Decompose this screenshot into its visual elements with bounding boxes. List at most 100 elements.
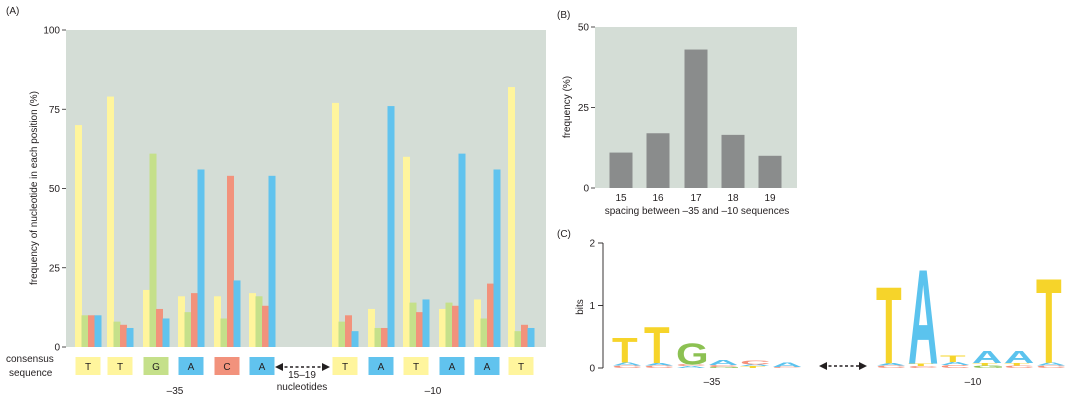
logo-letter-T: T xyxy=(644,317,670,375)
consensus-base: C xyxy=(223,362,230,373)
logo-letter-G: G xyxy=(972,365,1005,369)
panel-a-y-axis: 0 25 50 75 100 xyxy=(43,26,66,354)
panel-c-label: (C) xyxy=(557,229,571,240)
spacing-bar-19 xyxy=(758,155,782,188)
consensus-base: T xyxy=(117,362,123,373)
logo-letter-A: A xyxy=(940,361,970,366)
panel-c-y-axis: 0 1 2 xyxy=(589,239,604,375)
bar-pos2-C xyxy=(120,324,127,347)
bar-pos5-T xyxy=(214,296,221,347)
spacer-label-line2: nucleotides xyxy=(277,382,328,393)
bar-pos11-C xyxy=(487,283,494,347)
x-tick-label: 16 xyxy=(652,193,664,204)
y-tick-label: 0 xyxy=(54,343,60,354)
minus35-label-c: –35 xyxy=(704,377,721,388)
bar-pos7-C xyxy=(345,315,352,347)
bar-pos12-G xyxy=(514,331,522,347)
consensus-base: A xyxy=(378,362,385,373)
bar-pos4-T xyxy=(178,296,185,347)
consensus-box xyxy=(508,357,534,375)
logo-letter-A: A xyxy=(908,242,938,393)
y-tick-label: 75 xyxy=(49,105,61,116)
bar-pos8-T xyxy=(368,308,375,347)
consensus-base: T xyxy=(518,362,524,373)
bar-pos10-T xyxy=(439,308,446,347)
logo-letter-A: A xyxy=(612,362,642,367)
consensus-box xyxy=(214,357,240,375)
panel-a-y-axis-label: frequency of nucleotide in each position… xyxy=(29,91,40,285)
bar-pos1-C xyxy=(88,315,95,347)
spacing-bar-17 xyxy=(684,49,708,188)
consensus-box xyxy=(403,357,429,375)
consensus-box xyxy=(178,357,204,375)
panel-b-x-ticks: 15 16 17 18 19 xyxy=(615,193,776,204)
consensus-base: T xyxy=(85,362,91,373)
consensus-base: T xyxy=(413,362,419,373)
bar-pos3-C xyxy=(156,308,163,347)
bar-pos4-A xyxy=(197,169,205,347)
bar-pos11-T xyxy=(474,299,481,347)
logo-letter-C: C xyxy=(644,365,674,369)
panel-b-x-axis-label: spacing between –35 and –10 sequences xyxy=(605,206,790,217)
logo-letter-A: A xyxy=(972,347,1002,367)
spacer-label-line1: 15–19 xyxy=(288,370,316,381)
consensus-base: G xyxy=(152,362,160,373)
bar-pos3-A xyxy=(162,318,170,347)
bar-pos5-G xyxy=(220,318,228,347)
logo-letter-T: T xyxy=(612,332,638,371)
panel-b-y-axis: 0 25 50 xyxy=(578,23,595,195)
consensus-box xyxy=(107,357,133,375)
bar-pos4-G xyxy=(184,312,192,347)
y-tick-label: 25 xyxy=(49,263,61,274)
logo-letter-T: T xyxy=(972,362,998,366)
logo-letter-C: C xyxy=(676,364,706,367)
y-tick-label: 0 xyxy=(589,364,595,375)
bar-pos7-T xyxy=(332,102,339,347)
logo-spacer-arrow xyxy=(819,362,867,370)
logo-letter-G: G xyxy=(676,337,709,371)
y-tick-label: 1 xyxy=(589,301,595,312)
spacing-bar-15 xyxy=(609,152,633,188)
logo-letter-T: T xyxy=(940,354,966,364)
logo-letter-A: A xyxy=(740,364,770,367)
bar-pos5-C xyxy=(227,175,234,347)
logo-letter-T: T xyxy=(908,363,934,367)
logo-letter-C: C xyxy=(876,365,906,369)
bar-pos2-G xyxy=(113,321,121,347)
bar-pos9-C xyxy=(416,312,423,347)
logo-letter-C: C xyxy=(940,364,970,369)
consensus-box xyxy=(75,357,101,375)
bar-pos5-A xyxy=(233,280,241,347)
consensus-base: A xyxy=(259,362,266,373)
consensus-box xyxy=(332,357,358,375)
bar-pos1-A xyxy=(94,315,102,347)
y-tick-label: 50 xyxy=(578,23,590,34)
y-tick-label: 2 xyxy=(589,239,595,250)
logo-letter-C: C xyxy=(740,360,770,366)
logo-letter-C: C xyxy=(708,364,738,367)
consensus-label-line1: consensus xyxy=(6,354,54,365)
bar-pos9-G xyxy=(409,302,417,347)
bar-pos2-T xyxy=(107,96,114,347)
bar-pos9-T xyxy=(403,156,410,347)
bar-pos10-A xyxy=(458,153,466,347)
x-tick-label: 17 xyxy=(690,193,702,204)
panel-b-label: (B) xyxy=(557,10,570,21)
bar-pos6-T xyxy=(249,293,256,347)
consensus-box xyxy=(439,357,465,375)
bar-pos1-G xyxy=(81,315,89,347)
bar-pos7-A xyxy=(351,331,359,347)
logo-letter-A: A xyxy=(676,366,706,369)
bar-pos6-A xyxy=(268,175,276,347)
bar-pos12-A xyxy=(527,327,535,347)
logo-letter-C: C xyxy=(1004,365,1034,369)
minus10-label-a: –10 xyxy=(425,386,442,397)
bar-pos7-G xyxy=(338,321,346,347)
bar-pos12-T xyxy=(508,87,515,347)
bar-pos12-C xyxy=(521,324,528,347)
y-tick-label: 50 xyxy=(49,184,61,195)
bar-pos8-A xyxy=(387,106,395,347)
